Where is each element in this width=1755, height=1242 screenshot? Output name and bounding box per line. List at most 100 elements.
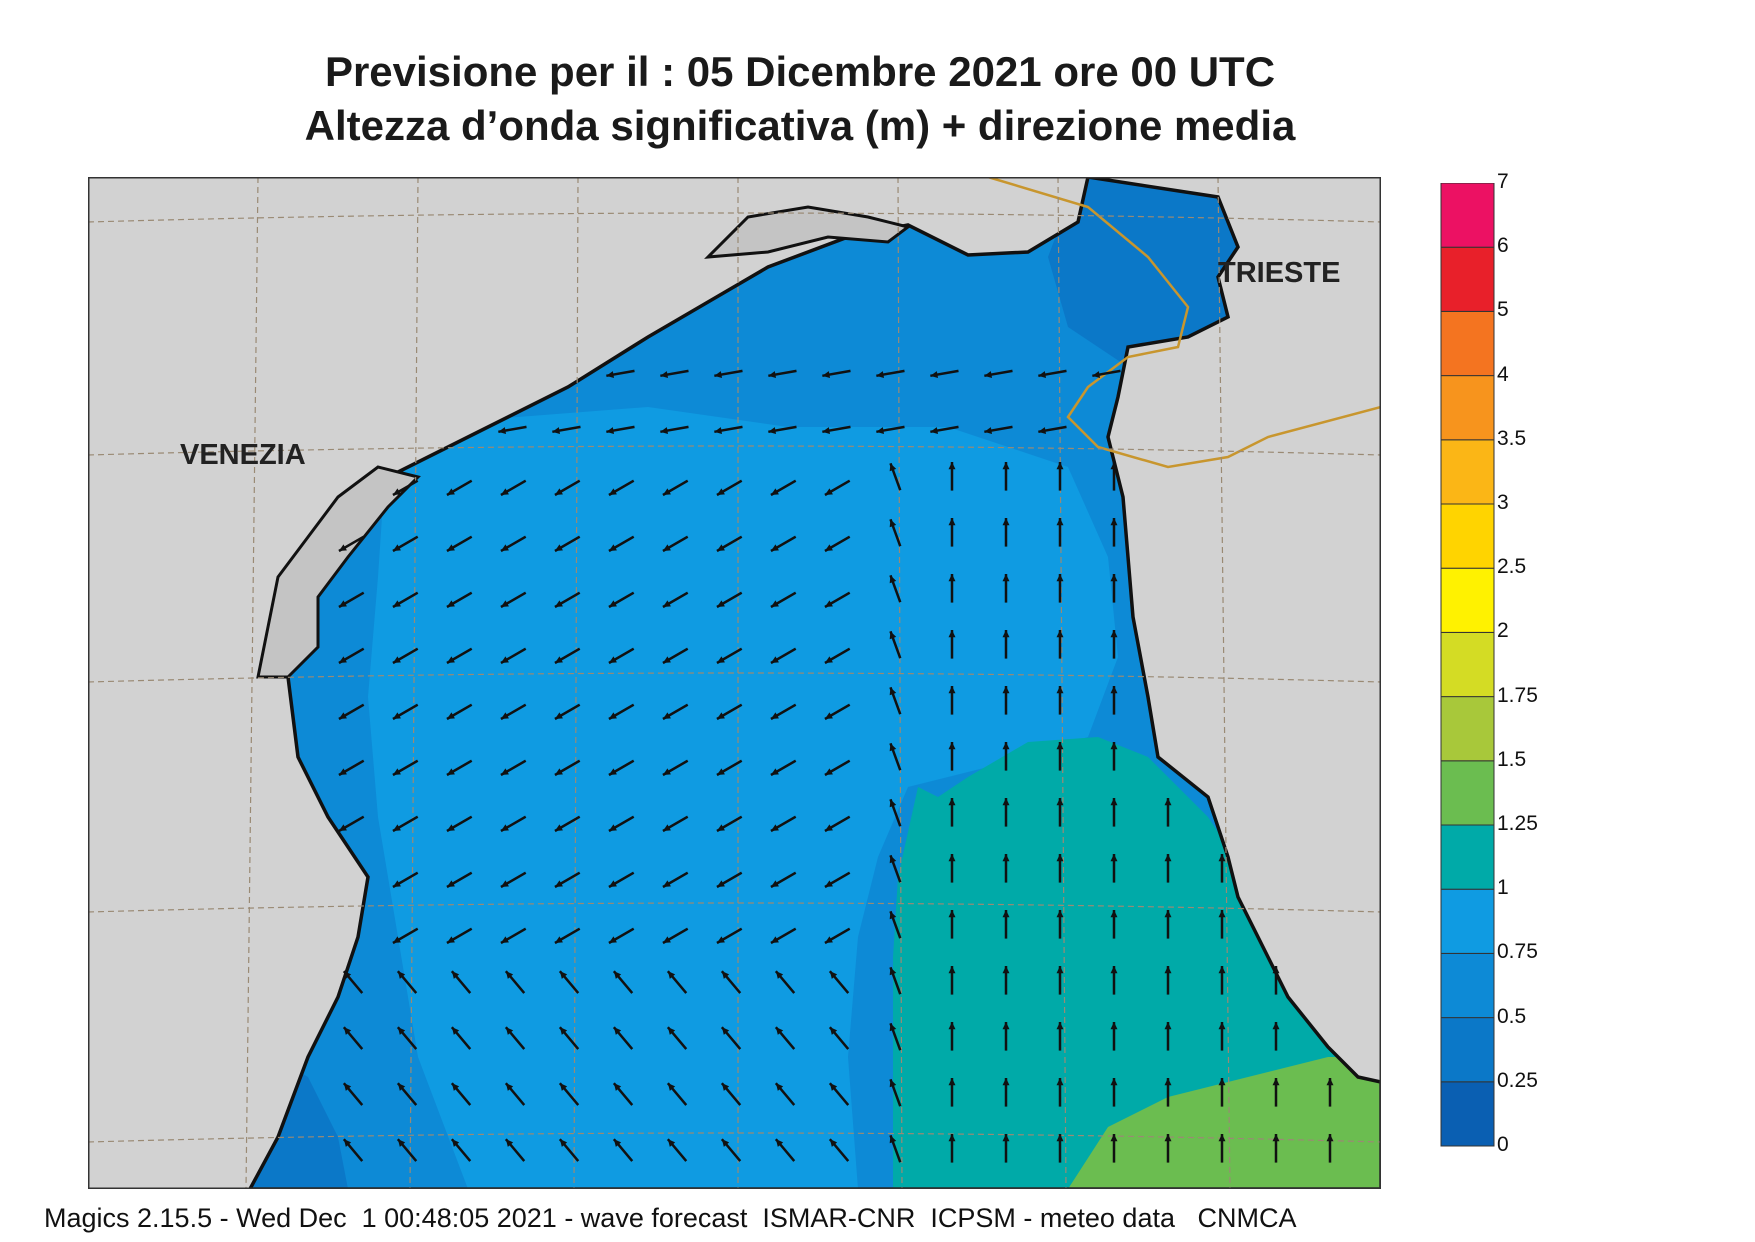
- direction-arrow: [500, 815, 527, 833]
- direction-arrow: [1272, 1134, 1280, 1163]
- direction-arrow: [770, 647, 797, 665]
- direction-arrow: [660, 425, 689, 434]
- direction-arrow: [554, 591, 581, 609]
- legend-level-label: 0.25: [1497, 1068, 1538, 1092]
- direction-arrow: [770, 759, 797, 777]
- direction-arrow: [770, 535, 797, 553]
- legend-level-label: 1.75: [1497, 683, 1538, 707]
- direction-arrow: [1056, 518, 1064, 547]
- direction-arrow: [984, 369, 1013, 378]
- wave-direction-arrows: [338, 369, 1334, 1163]
- national-border: [987, 177, 1381, 469]
- direction-arrow: [774, 1082, 796, 1106]
- direction-arrow: [948, 686, 956, 715]
- direction-arrow: [770, 703, 797, 721]
- direction-arrow: [889, 798, 902, 827]
- legend-swatch: [1440, 1017, 1495, 1083]
- direction-arrow: [770, 927, 797, 945]
- direction-arrow: [889, 854, 902, 883]
- direction-arrow: [558, 1026, 580, 1050]
- direction-arrow: [662, 927, 689, 945]
- direction-arrow: [1056, 854, 1064, 883]
- direction-arrow: [948, 798, 956, 827]
- direction-arrow: [396, 1082, 418, 1106]
- direction-arrow: [1056, 1134, 1064, 1163]
- direction-arrow: [824, 647, 851, 665]
- direction-arrow: [889, 910, 902, 939]
- direction-arrow: [392, 871, 419, 889]
- direction-arrow: [1164, 798, 1172, 827]
- direction-arrow: [392, 815, 419, 833]
- direction-arrow: [500, 591, 527, 609]
- direction-arrow: [1056, 742, 1064, 771]
- direction-arrow: [396, 1026, 418, 1050]
- direction-arrow: [450, 1082, 472, 1106]
- direction-arrow: [1002, 798, 1010, 827]
- direction-arrow: [984, 425, 1013, 434]
- direction-arrow: [666, 1138, 688, 1162]
- direction-arrow: [1164, 854, 1172, 883]
- direction-arrow: [338, 647, 365, 665]
- direction-arrow: [1092, 369, 1121, 378]
- direction-arrow: [1218, 1134, 1226, 1163]
- direction-arrow: [1002, 462, 1010, 491]
- direction-arrow: [446, 927, 473, 945]
- meridian: [573, 177, 579, 1189]
- direction-arrow: [1164, 910, 1172, 939]
- direction-arrow: [948, 742, 956, 771]
- label-venezia: VENEZIA: [180, 439, 306, 471]
- direction-arrow: [889, 686, 902, 715]
- direction-arrow: [338, 815, 365, 833]
- direction-arrow: [446, 815, 473, 833]
- direction-arrow: [662, 479, 689, 497]
- direction-arrow: [1002, 1134, 1010, 1163]
- direction-arrow: [716, 815, 743, 833]
- direction-arrow: [1110, 798, 1118, 827]
- legend-swatch: [1440, 952, 1495, 1019]
- direction-arrow: [498, 425, 527, 434]
- direction-arrow: [876, 369, 905, 378]
- chart-title: Previsione per il : 05 Dicembre 2021 ore…: [324, 48, 1276, 95]
- direction-arrow: [889, 630, 902, 659]
- direction-arrow: [1272, 1022, 1280, 1051]
- legend-level-label: 1: [1497, 876, 1509, 900]
- direction-arrow: [824, 535, 851, 553]
- direction-arrow: [608, 535, 635, 553]
- wave-map: VENEZIA TRIESTE: [88, 177, 1381, 1189]
- legend-swatch: [1440, 760, 1495, 826]
- direction-arrow: [1164, 1134, 1172, 1163]
- direction-arrow: [504, 1026, 526, 1050]
- legend-swatch: [1440, 567, 1495, 633]
- direction-arrow: [1056, 686, 1064, 715]
- direction-arrow: [1056, 1078, 1064, 1107]
- direction-arrow: [608, 703, 635, 721]
- parallel: [88, 445, 1381, 456]
- direction-arrow: [662, 703, 689, 721]
- direction-arrow: [1056, 630, 1064, 659]
- direction-arrow: [1056, 1022, 1064, 1051]
- direction-arrow: [554, 871, 581, 889]
- direction-arrow: [1110, 742, 1118, 771]
- direction-arrow: [889, 518, 902, 547]
- direction-arrow: [660, 369, 689, 378]
- direction-arrow: [716, 535, 743, 553]
- direction-arrow: [554, 479, 581, 497]
- direction-arrow: [720, 970, 742, 994]
- direction-arrow: [608, 647, 635, 665]
- direction-arrow: [824, 759, 851, 777]
- direction-arrow: [720, 1082, 742, 1106]
- direction-arrow: [608, 927, 635, 945]
- direction-arrow: [1056, 462, 1064, 491]
- direction-arrow: [1110, 1022, 1118, 1051]
- direction-arrow: [392, 591, 419, 609]
- direction-arrow: [446, 871, 473, 889]
- direction-arrow: [720, 1138, 742, 1162]
- legend-swatch: [1440, 310, 1495, 377]
- direction-arrow: [716, 479, 743, 497]
- direction-arrow: [392, 647, 419, 665]
- meridian: [409, 177, 419, 1189]
- direction-arrow: [716, 871, 743, 889]
- direction-arrow: [1056, 574, 1064, 603]
- direction-arrow: [716, 703, 743, 721]
- direction-arrow: [1002, 1022, 1010, 1051]
